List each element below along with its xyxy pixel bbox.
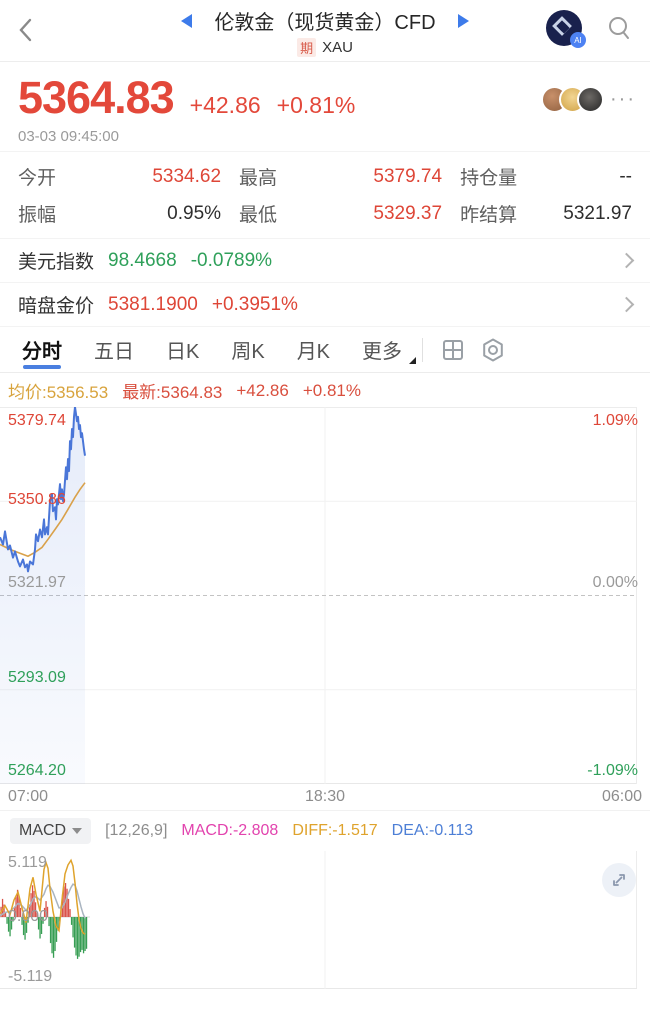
market-type-badge: 期 (297, 38, 317, 57)
price-change-pct: +0.81% (276, 92, 356, 118)
grid-icon (443, 339, 464, 360)
quote-timestamp: 03-03 09:45:00 (18, 128, 119, 145)
price-chart-canvas (0, 407, 637, 784)
tab-more[interactable]: 更多 (346, 327, 418, 372)
stat-label: 最低 (239, 205, 278, 226)
tab-monthly-k[interactable]: 月K (296, 341, 331, 363)
macd-axis-bottom: -5.119 (8, 968, 53, 985)
pct-axis-label: -1.09% (587, 762, 638, 779)
latest-pct-label: +0.81% (302, 380, 361, 400)
row-label: 美元指数 (18, 252, 95, 273)
y-axis-label: 5350.86 (8, 491, 66, 508)
indicator-selector[interactable]: MACD (10, 818, 92, 844)
gear-icon (483, 338, 503, 361)
stat-label: 最高 (239, 168, 278, 189)
avg-price-label: 均价:5356.53 (8, 383, 109, 402)
chart-legend: 均价:5356.53 最新:5364.83 +42.86 +0.81% (0, 373, 650, 407)
ai-badge: AI (570, 32, 586, 48)
tab-daily-k[interactable]: 日K (166, 341, 200, 363)
header: 伦敦金（现货黄金）CFD 期 XAU AI (0, 0, 650, 62)
time-tick-start: 07:00 (8, 788, 49, 805)
y-axis-label: 5379.74 (8, 412, 66, 429)
search-icon (609, 17, 629, 39)
stats-grid: 今开 5334.62 最高 5379.74 持仓量 -- 振幅 0.95% 最低 5329… (0, 151, 650, 239)
quote-section: 5364.83 +42.86 +0.81% 03-03 09:45:00 ··· (0, 62, 650, 151)
stat-label: 振幅 (18, 205, 57, 226)
viewer-avatars[interactable] (541, 86, 604, 113)
search-button[interactable] (606, 14, 632, 42)
price-chart[interactable]: 5379.74 5350.86 5321.97 5293.09 5264.20 … (0, 407, 650, 784)
usd-index-pct: -0.0789% (190, 249, 273, 271)
pct-axis-label: 0.00% (592, 574, 638, 591)
indicator-bar: MACD [12,26,9] MACD:-2.808 DIFF:-1.517 D… (0, 811, 650, 851)
grid-layout-button[interactable] (433, 330, 473, 370)
latest-price-label: 最新:5364.83 (122, 383, 223, 402)
usd-index-row[interactable]: 美元指数 98.4668 -0.0789% (0, 239, 650, 283)
stat-label: 持仓量 (460, 168, 518, 189)
macd-chart[interactable]: 5.119 0.000 -5.119 (0, 851, 650, 989)
otc-gold-row[interactable]: 暗盘金价 5381.1900 +0.3951% (0, 283, 650, 327)
time-tick-mid: 18:30 (304, 788, 346, 805)
avatar (577, 86, 604, 113)
stat-value-open: 5334.62 (152, 165, 222, 187)
diff-value: DIFF:-1.517 (292, 822, 378, 839)
stat-value-amplitude: 0.95% (167, 202, 222, 224)
back-button[interactable] (14, 14, 40, 46)
chart-settings-button[interactable] (473, 330, 513, 370)
y-axis-label: 5264.20 (8, 762, 66, 779)
stat-label: 昨结算 (460, 205, 518, 226)
otc-gold-value: 5381.1900 (108, 293, 198, 315)
time-axis: 07:00 18:30 06:00 (0, 784, 650, 811)
dea-value: DEA:-0.113 (391, 822, 474, 839)
chart-period-tabs: 分时 五日 日K 周K 月K 更多 (0, 327, 650, 373)
y-axis-label: 5293.09 (8, 669, 66, 686)
tab-timeline[interactable]: 分时 (6, 327, 78, 372)
macd-axis-top: 5.119 (8, 854, 47, 871)
usd-index-value: 98.4668 (108, 249, 177, 271)
latest-change-label: +42.86 (236, 380, 289, 400)
macd-params: [12,26,9] (105, 822, 168, 839)
macd-chart-canvas (0, 851, 637, 989)
chevron-right-icon[interactable] (618, 296, 635, 313)
macd-axis-zero: 0.000 (8, 908, 49, 925)
price-change: +42.86 (189, 92, 261, 118)
tab-weekly-k[interactable]: 周K (231, 341, 265, 363)
app-logo[interactable]: AI (546, 10, 586, 48)
stat-value-open-interest: -- (619, 165, 632, 187)
stat-value-low: 5329.37 (373, 202, 443, 224)
symbol-code: XAU (322, 39, 353, 56)
otc-gold-pct: +0.3951% (211, 293, 298, 315)
prev-instrument-arrow-icon[interactable] (181, 13, 193, 28)
corner-triangle-icon (409, 357, 417, 364)
stat-value-prev-settle: 5321.97 (563, 202, 632, 224)
y-axis-label: 5321.97 (8, 574, 66, 591)
fullscreen-button[interactable] (602, 863, 636, 897)
last-price: 5364.83 (18, 72, 175, 123)
stat-label: 今开 (18, 168, 57, 189)
tab-5day[interactable]: 五日 (94, 341, 134, 363)
page-title: 伦敦金（现货黄金）CFD (214, 12, 436, 34)
expand-icon (613, 874, 625, 886)
macd-value: MACD:-2.808 (181, 822, 279, 839)
time-tick-end: 06:00 (601, 788, 642, 805)
next-instrument-arrow-icon[interactable] (457, 13, 469, 28)
pct-axis-label: 1.09% (592, 412, 638, 429)
more-button[interactable]: ··· (610, 88, 636, 110)
row-label: 暗盘金价 (18, 296, 95, 317)
back-chevron-icon (19, 18, 32, 42)
chevron-down-icon (72, 828, 83, 834)
chevron-right-icon[interactable] (618, 252, 635, 269)
stat-value-high: 5379.74 (373, 165, 443, 187)
